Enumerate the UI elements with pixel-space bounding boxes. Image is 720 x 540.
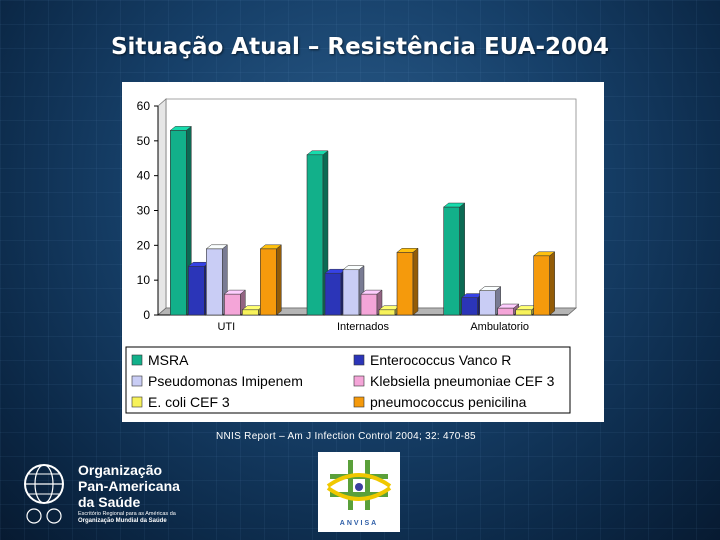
anvisa-symbol-icon (326, 460, 392, 510)
bar (443, 206, 460, 316)
legend-label: Klebsiella pneumoniae CEF 3 (370, 373, 555, 389)
anvisa-label: ANVISA (339, 520, 379, 527)
bar (170, 130, 187, 316)
bar (260, 248, 277, 316)
legend-swatch (353, 354, 365, 366)
bar (324, 272, 342, 316)
bar-top (478, 286, 502, 291)
bar (396, 252, 414, 316)
legend-label: Pseudomonas Imipenem (148, 373, 303, 389)
legend-box (125, 346, 571, 414)
legend-label: MSRA (148, 352, 189, 368)
bar (479, 290, 496, 316)
bar-side (549, 251, 555, 316)
legend-swatch (131, 396, 143, 408)
bar-chart: 0 10 20 30 40 50 60 UTI Internados Ambulatorio MSR… (125, 98, 578, 414)
bar (342, 269, 360, 316)
legend-swatch (131, 354, 143, 366)
bar (378, 309, 396, 316)
bar-top (496, 303, 520, 309)
legend-label: Enterococcus Vanco R (370, 352, 511, 368)
legend-swatch (353, 375, 365, 387)
x-category-label: UTI (217, 321, 235, 333)
plot-side-wall (157, 98, 167, 316)
y-tick-label: 10 (137, 273, 151, 287)
bar-side (412, 247, 419, 316)
bar (306, 154, 324, 316)
y-tick-label: 20 (137, 238, 151, 252)
chart-panel: 0 10 20 30 40 50 60 UTI Internados Ambulatorio MSR… (122, 82, 604, 422)
x-category-label: Ambulatorio (470, 321, 529, 333)
legend-label: pneumococcus penicilina (370, 394, 527, 410)
bar (206, 248, 223, 316)
bar-top (306, 150, 329, 156)
legend-swatch (131, 375, 143, 387)
bar-top (259, 244, 283, 250)
anvisa-logo: ANVISA (318, 452, 400, 532)
bar (515, 309, 532, 316)
bar (497, 307, 514, 316)
paho-logo: Organização Pan-Americana da Saúde Escri… (22, 460, 222, 530)
bar (461, 297, 478, 316)
bar (242, 309, 259, 316)
bar-top (360, 289, 383, 295)
bar-top (532, 251, 556, 257)
legend-label: E. coli CEF 3 (148, 394, 230, 410)
slide-title: Situação Atual – Resistência EUA-2004 (110, 34, 609, 60)
bar (188, 265, 205, 316)
bar (360, 293, 378, 316)
bar (533, 255, 550, 316)
bar-side (276, 244, 282, 316)
paho-subtitle: Escritório Regional para as Américas da … (78, 511, 176, 524)
paho-name: Organização Pan-Americana da Saúde (78, 462, 180, 510)
x-category-label: Internados (337, 321, 389, 333)
legend-swatch (353, 396, 365, 408)
source-citation: NNIS Report – Am J Infection Control 200… (216, 431, 476, 442)
bar-top (342, 265, 365, 270)
y-tick-label: 40 (137, 169, 151, 183)
bar-top (223, 289, 247, 295)
y-tick-label: 60 (137, 99, 151, 113)
y-tick-label: 30 (137, 204, 151, 218)
bar-top (205, 244, 229, 250)
y-tick-label: 0 (143, 308, 150, 322)
globe-icon (24, 464, 64, 524)
bar-top (396, 248, 419, 253)
bar-top (169, 126, 193, 131)
y-tick-label: 50 (137, 134, 151, 148)
bar-top (442, 202, 466, 208)
bar (224, 293, 241, 316)
